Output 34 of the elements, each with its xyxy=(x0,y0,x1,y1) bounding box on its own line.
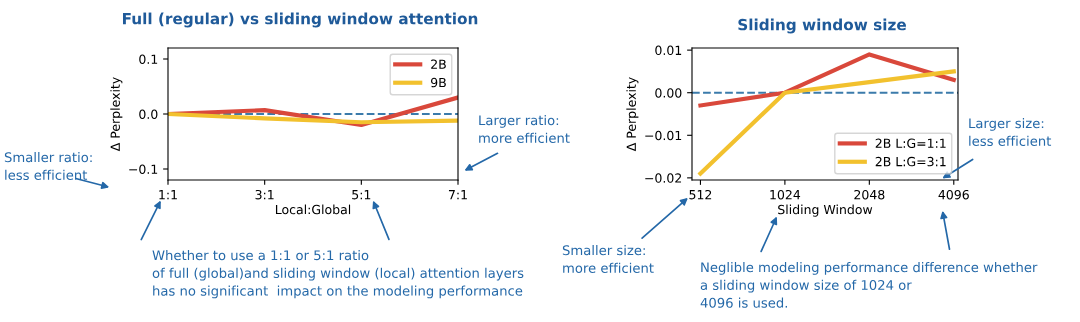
y-axis-title: Δ Perplexity xyxy=(626,77,639,152)
y-tick-label: 0.00 xyxy=(655,88,682,98)
x-tick-label: 4096 xyxy=(938,189,969,200)
text: Smaller ratio: less efficient xyxy=(4,152,92,180)
x-tick-label: 3:1 xyxy=(255,189,274,200)
x-tick-label: 7:1 xyxy=(448,190,467,200)
legend-label: 9B xyxy=(431,77,446,88)
line-series xyxy=(168,111,458,125)
y-tick-label: 0.01 xyxy=(655,45,682,56)
text: Smaller size: more efficient xyxy=(562,245,654,273)
y-axis-title: Δ Perplexity xyxy=(110,77,123,152)
y-tick-label: −0.01 xyxy=(645,130,682,141)
x-tick-label: 2048 xyxy=(854,189,885,200)
chart-title: Sliding window size xyxy=(738,18,906,34)
legend-label: 2B L:G=1:1 xyxy=(875,138,946,148)
text: Larger size: less efficient xyxy=(969,118,1052,146)
legend-label: 2B xyxy=(431,59,446,69)
chart-title: Full (regular) vs sliding window attention xyxy=(123,12,478,28)
x-axis-title: Local:Global xyxy=(275,204,351,215)
x-axis-title: Sliding Window xyxy=(778,204,873,217)
y-tick-label: 0.0 xyxy=(139,109,158,119)
y-tick-label: −0.1 xyxy=(129,164,158,174)
y-tick-label: −0.02 xyxy=(645,173,682,183)
line-series xyxy=(698,52,956,108)
text: Whether to use a 1:1 or 5:1 ratio of full (global)and sliding window (local) attention layers has no significant impact on the modeling performance xyxy=(152,250,524,299)
x-tick-label: 1:1 xyxy=(159,190,177,200)
x-tick-label: 1024 xyxy=(770,189,801,200)
text: Larger ratio: more efficient xyxy=(479,115,570,143)
legend-label: 2B L:G=3:1 xyxy=(875,156,946,167)
text: Neglible modeling performance difference whether a sliding window size of 1024 or 4096 is used. xyxy=(700,262,1038,308)
x-tick-label: 5:1 xyxy=(352,190,371,200)
x-tick-label: 512 xyxy=(689,189,712,200)
y-tick-label: 0.1 xyxy=(139,54,158,64)
line-series xyxy=(698,69,956,176)
